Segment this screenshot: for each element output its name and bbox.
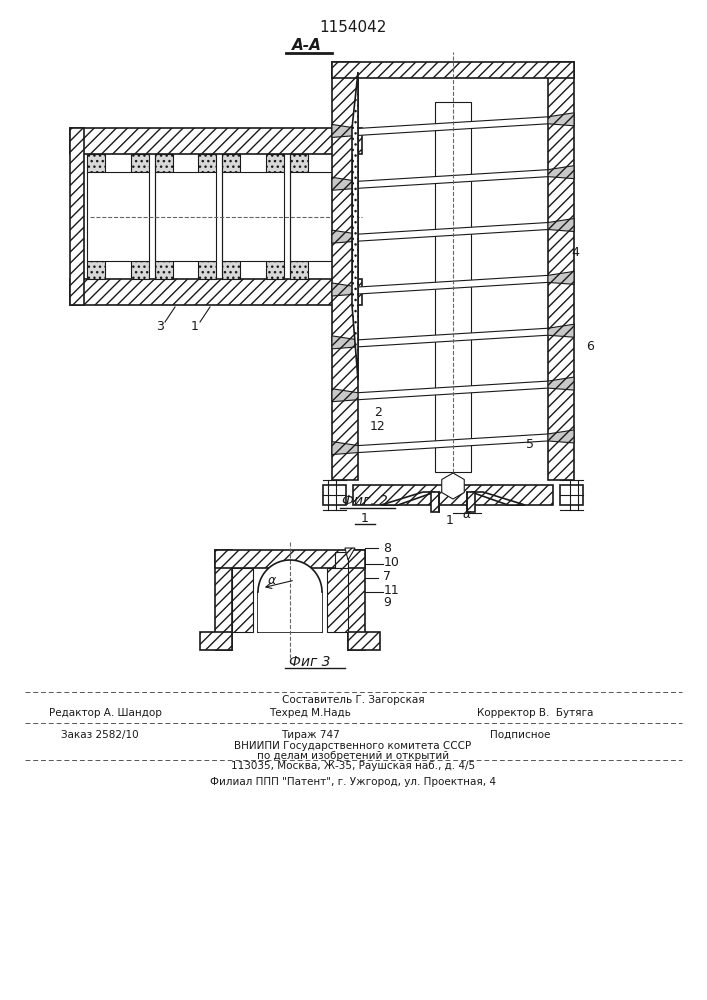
Text: 8: 8 bbox=[383, 542, 391, 554]
Polygon shape bbox=[332, 177, 358, 190]
Polygon shape bbox=[232, 568, 253, 632]
Polygon shape bbox=[358, 117, 548, 135]
Text: 7: 7 bbox=[383, 570, 391, 582]
Text: 9: 9 bbox=[383, 595, 391, 608]
Text: 10: 10 bbox=[384, 556, 400, 568]
Polygon shape bbox=[155, 261, 173, 279]
Polygon shape bbox=[332, 62, 358, 480]
Polygon shape bbox=[289, 261, 308, 279]
Polygon shape bbox=[332, 283, 358, 296]
Text: 1: 1 bbox=[361, 512, 369, 524]
Polygon shape bbox=[352, 72, 358, 380]
Polygon shape bbox=[548, 271, 574, 284]
Polygon shape bbox=[358, 434, 548, 453]
Text: α: α bbox=[268, 574, 276, 586]
Text: A-A: A-A bbox=[292, 38, 322, 53]
Text: α: α bbox=[463, 508, 471, 522]
Polygon shape bbox=[87, 154, 105, 172]
Polygon shape bbox=[332, 230, 358, 243]
Text: 1154042: 1154042 bbox=[320, 20, 387, 35]
Polygon shape bbox=[560, 485, 583, 505]
Text: 12: 12 bbox=[370, 420, 386, 434]
Polygon shape bbox=[333, 154, 351, 172]
Polygon shape bbox=[333, 261, 351, 279]
Polygon shape bbox=[70, 128, 362, 154]
Text: Филиал ППП "Патент", г. Ужгород, ул. Проектная, 4: Филиал ППП "Патент", г. Ужгород, ул. Про… bbox=[210, 777, 496, 787]
Text: 1: 1 bbox=[191, 320, 199, 334]
Polygon shape bbox=[332, 124, 358, 137]
Polygon shape bbox=[70, 279, 362, 305]
Polygon shape bbox=[155, 172, 216, 261]
Polygon shape bbox=[431, 492, 439, 512]
Polygon shape bbox=[358, 170, 548, 188]
Polygon shape bbox=[222, 154, 240, 172]
Text: Составитель Г. Загорская: Составитель Г. Загорская bbox=[281, 695, 424, 705]
Polygon shape bbox=[335, 552, 348, 568]
Polygon shape bbox=[467, 492, 475, 512]
Polygon shape bbox=[87, 261, 105, 279]
Text: Фиг. 2: Фиг. 2 bbox=[342, 494, 388, 508]
Text: 5: 5 bbox=[526, 438, 534, 450]
Polygon shape bbox=[435, 102, 471, 472]
Polygon shape bbox=[332, 442, 358, 455]
Polygon shape bbox=[198, 261, 216, 279]
Polygon shape bbox=[471, 492, 525, 505]
Polygon shape bbox=[258, 560, 322, 632]
Polygon shape bbox=[548, 219, 574, 232]
Text: Техред М.Надь: Техред М.Надь bbox=[269, 708, 351, 718]
Polygon shape bbox=[442, 473, 464, 499]
Polygon shape bbox=[358, 223, 548, 241]
Polygon shape bbox=[548, 62, 574, 480]
Text: 113035, Москва, Ж-35, Раушская наб., д. 4/5: 113035, Москва, Ж-35, Раушская наб., д. … bbox=[231, 761, 475, 771]
Polygon shape bbox=[323, 485, 346, 505]
Text: Редактор А. Шандор: Редактор А. Шандор bbox=[49, 708, 161, 718]
Polygon shape bbox=[358, 381, 548, 400]
Polygon shape bbox=[345, 548, 355, 560]
Polygon shape bbox=[200, 632, 232, 650]
Polygon shape bbox=[348, 550, 365, 650]
Text: Заказ 2582/10: Заказ 2582/10 bbox=[62, 730, 139, 740]
Polygon shape bbox=[266, 154, 284, 172]
Polygon shape bbox=[548, 166, 574, 179]
Polygon shape bbox=[548, 113, 574, 126]
Text: 11: 11 bbox=[384, 584, 400, 596]
Polygon shape bbox=[548, 324, 574, 337]
Polygon shape bbox=[131, 261, 148, 279]
Polygon shape bbox=[381, 492, 435, 505]
Text: Фиг 3: Фиг 3 bbox=[289, 655, 331, 669]
Polygon shape bbox=[289, 154, 308, 172]
Text: 2: 2 bbox=[374, 406, 382, 420]
Polygon shape bbox=[222, 172, 284, 261]
Polygon shape bbox=[358, 328, 548, 347]
Text: 3: 3 bbox=[156, 320, 164, 334]
Polygon shape bbox=[332, 389, 358, 402]
Polygon shape bbox=[548, 430, 574, 443]
Polygon shape bbox=[215, 550, 232, 650]
Polygon shape bbox=[215, 550, 365, 568]
Polygon shape bbox=[70, 128, 84, 305]
Polygon shape bbox=[348, 632, 380, 650]
Polygon shape bbox=[289, 172, 351, 261]
Text: по делам изобретений и открытий: по делам изобретений и открытий bbox=[257, 751, 449, 761]
Polygon shape bbox=[548, 377, 574, 390]
Polygon shape bbox=[198, 154, 216, 172]
Polygon shape bbox=[87, 172, 148, 261]
Polygon shape bbox=[222, 261, 240, 279]
Polygon shape bbox=[327, 568, 348, 632]
Polygon shape bbox=[266, 261, 284, 279]
Text: Подписное: Подписное bbox=[490, 730, 550, 740]
Text: 1: 1 bbox=[446, 514, 454, 528]
Text: 6: 6 bbox=[586, 340, 594, 354]
Polygon shape bbox=[332, 62, 574, 78]
Text: ВНИИПИ Государственного комитета СССР: ВНИИПИ Государственного комитета СССР bbox=[235, 741, 472, 751]
Polygon shape bbox=[353, 485, 553, 505]
Polygon shape bbox=[131, 154, 148, 172]
Text: Тираж 747: Тираж 747 bbox=[281, 730, 339, 740]
Text: 4: 4 bbox=[571, 245, 579, 258]
Polygon shape bbox=[332, 336, 358, 349]
Polygon shape bbox=[155, 154, 173, 172]
Polygon shape bbox=[358, 275, 548, 294]
Text: Корректор В.  Бутяга: Корректор В. Бутяга bbox=[477, 708, 593, 718]
